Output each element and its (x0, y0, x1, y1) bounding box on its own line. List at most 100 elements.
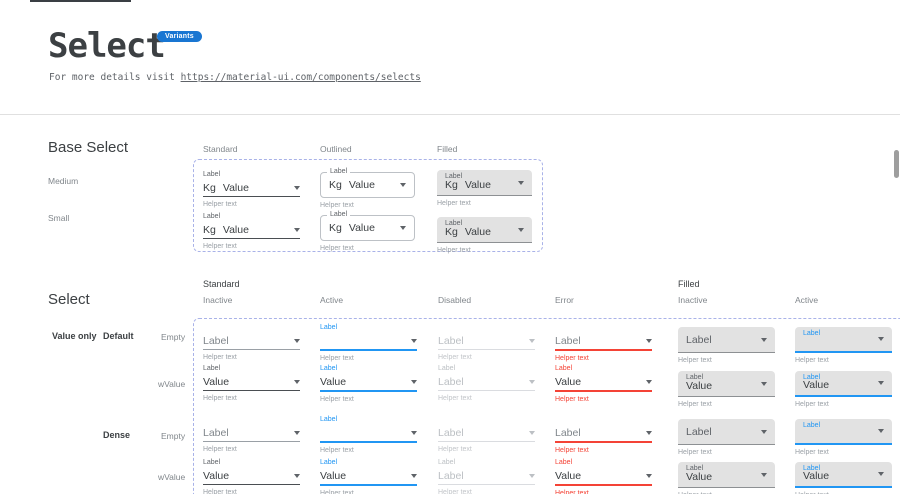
field-underline (438, 390, 535, 391)
field-label: Label (555, 459, 573, 466)
field-value: Value (555, 470, 582, 482)
field-underline (203, 196, 300, 197)
filled-active-dense-empty-select[interactable]: Label Helper text (795, 419, 892, 456)
std-error-dense-empty-select[interactable]: Label Helper text (555, 416, 652, 454)
helper-text: Helper text (437, 247, 471, 254)
dropdown-caret-icon (400, 226, 406, 230)
helper-text: Helper text (678, 357, 712, 364)
filled-inactive-empty-select[interactable]: Label Helper text (678, 327, 775, 364)
group-filled: Filled (678, 279, 700, 289)
field-placeholder: Label (203, 427, 229, 439)
base-outlined-small-select[interactable]: Label Kg Value Helper text (320, 211, 417, 252)
base-standard-medium-select[interactable]: Label Kg Value Helper text (203, 171, 300, 208)
dropdown-caret-icon (294, 380, 300, 384)
field-adornment: Kg (203, 224, 216, 236)
dropdown-caret-icon (646, 474, 652, 478)
filled-inactive-wvalue-select[interactable]: Label Value Helper text (678, 371, 775, 408)
row-value-only: Value only (52, 331, 97, 341)
field-adornment: Kg (203, 182, 216, 194)
field-value: Value (464, 179, 491, 191)
field-underline (320, 390, 417, 392)
field-value: Value (203, 376, 230, 388)
std-active-wvalue-select[interactable]: Label Value Helper text (320, 365, 417, 403)
helper-text: Helper text (438, 489, 472, 494)
base-filled-medium-select[interactable]: Label Kg Value Helper text (437, 170, 534, 207)
select-frame (193, 318, 900, 494)
std-active-dense-wvalue-select[interactable]: Label Value Helper text (320, 459, 417, 494)
base-filled-small-select[interactable]: Label Kg Value Helper text (437, 217, 534, 254)
field-placeholder: Label (555, 335, 581, 347)
field-label: Label (445, 220, 463, 227)
helper-text: Helper text (320, 355, 354, 362)
field-label: Label (320, 365, 338, 372)
dropdown-caret-icon (294, 474, 300, 478)
field-label: Label (320, 416, 338, 423)
dropdown-caret-icon (294, 431, 300, 435)
std-active-empty-select[interactable]: Label Helper text (320, 324, 417, 362)
dropdown-caret-icon (400, 183, 406, 187)
field-label: Label (686, 465, 704, 472)
field-value: Value (803, 470, 830, 482)
dropdown-caret-icon (518, 227, 524, 232)
helper-text: Helper text (203, 243, 237, 250)
row-default-wvalue: wValue (158, 379, 186, 389)
base-col-outlined: Outlined (320, 144, 352, 154)
filled-active-empty-select[interactable]: Label Helper text (795, 327, 892, 364)
field-value: Value (320, 376, 347, 388)
helper-text: Helper text (438, 446, 472, 453)
std-disabled-wvalue-select: Label Label Helper text (438, 365, 535, 402)
helper-text: Helper text (203, 489, 237, 494)
dropdown-caret-icon (529, 431, 535, 435)
field-underline (203, 349, 300, 350)
field-value: Value (203, 470, 230, 482)
std-error-dense-wvalue-select[interactable]: Label Value Helper text (555, 459, 652, 494)
filled-inactive-dense-empty-select[interactable]: Label Helper text (678, 419, 775, 456)
field-placeholder: Label (438, 335, 464, 347)
dropdown-caret-icon (411, 474, 417, 478)
field-value: Value (686, 471, 713, 483)
base-row-small: Small (48, 213, 70, 223)
field-placeholder: Label (438, 427, 464, 439)
helper-text: Helper text (203, 446, 237, 453)
dropdown-caret-icon (761, 337, 767, 342)
select-heading: Select (48, 291, 90, 308)
helper-text: Helper text (320, 202, 354, 209)
field-value: Value (222, 182, 249, 194)
col-filled-active: Active (795, 295, 819, 305)
dropdown-caret-icon (878, 429, 884, 433)
std-inactive-wvalue-select[interactable]: Label Value Helper text (203, 365, 300, 402)
std-error-empty-select[interactable]: Label Helper text (555, 324, 652, 362)
std-inactive-dense-wvalue-select[interactable]: Label Value Helper text (203, 459, 300, 494)
field-underline (555, 484, 652, 486)
std-active-dense-empty-select[interactable]: Label Helper text (320, 416, 417, 454)
field-underline (438, 484, 535, 485)
base-standard-small-select[interactable]: Label Kg Value Helper text (203, 213, 300, 250)
dropdown-caret-icon (411, 431, 417, 435)
field-placeholder: Label (686, 425, 712, 438)
row-default-empty: Empty (161, 332, 186, 342)
page-title: Select (48, 26, 166, 66)
dropdown-caret-icon (761, 381, 767, 386)
std-error-wvalue-select[interactable]: Label Value Helper text (555, 365, 652, 403)
dropdown-caret-icon (529, 474, 535, 478)
helper-text: Helper text (437, 200, 471, 207)
base-outlined-medium-select[interactable]: Label Kg Value Helper text (320, 168, 417, 209)
col-std-inactive: Inactive (203, 295, 233, 305)
col-std-error: Error (555, 295, 574, 305)
field-value: Label (438, 470, 464, 482)
variants-badge: Variants (157, 31, 202, 42)
field-underline (438, 441, 535, 442)
scrollbar-thumb[interactable] (894, 150, 899, 178)
filled-active-wvalue-select[interactable]: Label Value Helper text (795, 371, 892, 408)
std-inactive-dense-empty-select[interactable]: Label Helper text (203, 416, 300, 453)
std-inactive-empty-select[interactable]: Label Helper text (203, 324, 300, 361)
field-underline (555, 441, 652, 443)
field-underline (320, 441, 417, 443)
helper-text: Helper text (320, 245, 354, 252)
row-dense-empty: Empty (161, 431, 186, 441)
field-label: Label (803, 330, 821, 337)
material-ui-link[interactable]: https://material-ui.com/components/selec… (180, 72, 421, 83)
